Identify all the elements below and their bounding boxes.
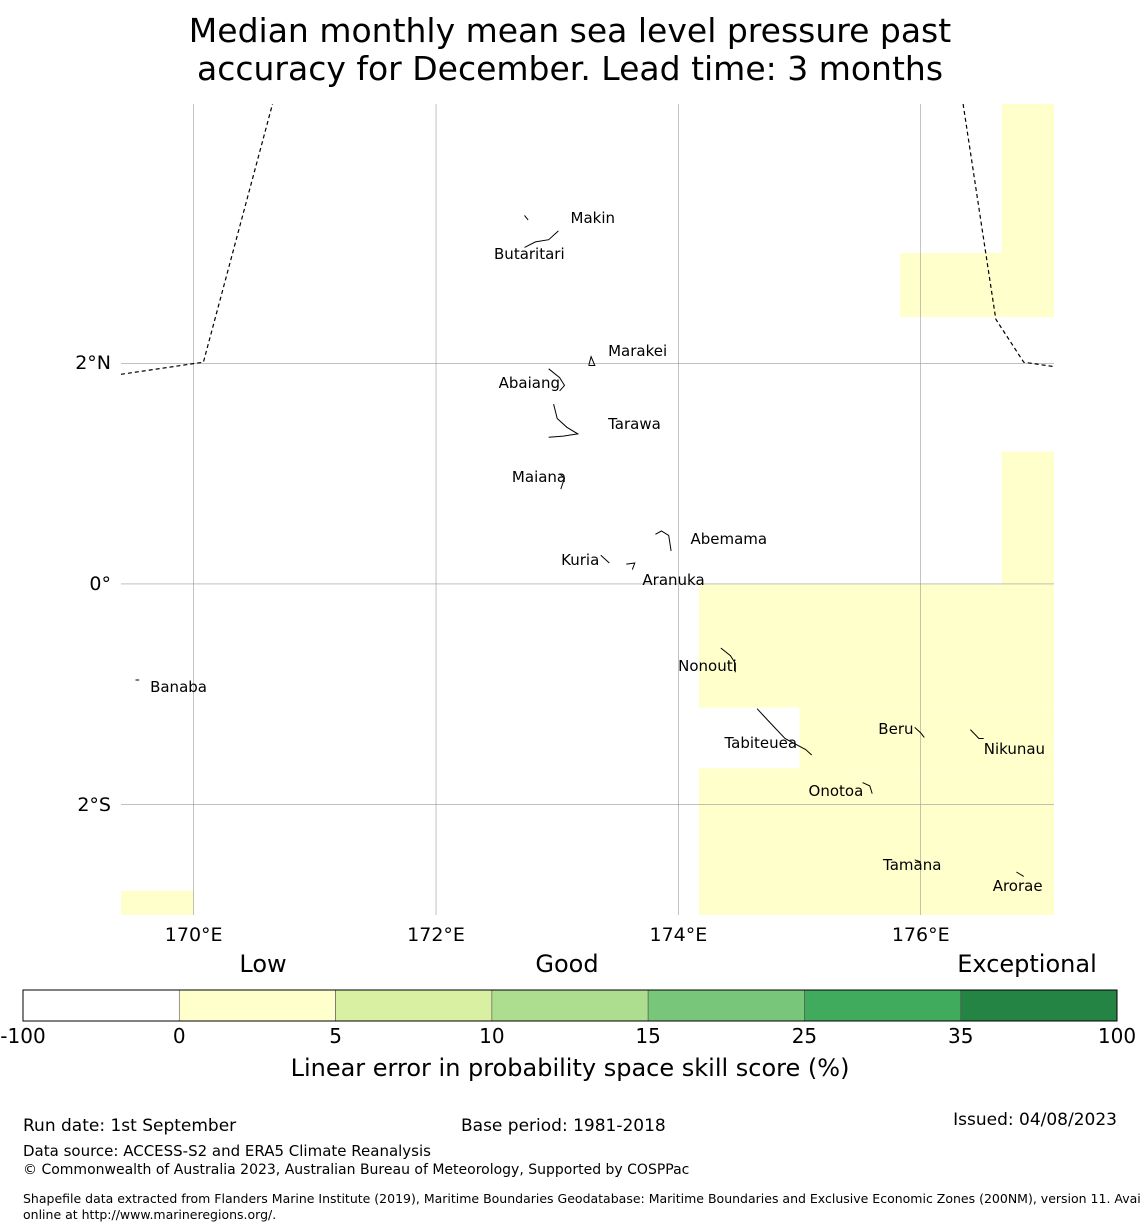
lat-tick-label: 0° [89, 572, 111, 595]
skill-cell [698, 583, 1054, 708]
skill-cell [799, 707, 1054, 769]
island-label-nikunau: Nikunau [983, 740, 1046, 759]
island-label-banaba: Banaba [150, 677, 207, 696]
eez-boundary-line [120, 103, 274, 375]
skill-cell [900, 252, 1002, 317]
island-label-butaritari: Butaritari [494, 245, 565, 264]
colorbar-tick-label: 0 [172, 1024, 186, 1048]
colorbar-tick-label: -100 [0, 1024, 46, 1048]
colorbar-segment [335, 989, 493, 1022]
skill-map [22, 103, 1118, 1022]
colorbar [22, 989, 1118, 1022]
skill-cell [121, 890, 194, 915]
island-makin-outline [524, 215, 529, 221]
run-date: Run date: 1st September [23, 1116, 237, 1136]
island-onotoa-outline [862, 782, 873, 794]
colorbar-segment [22, 989, 180, 1022]
shapefile-line-1: Shapefile data extracted from Flanders M… [23, 1191, 1140, 1206]
island-kuria-outline [600, 554, 610, 564]
island-beru-outline [914, 727, 925, 738]
island-label-marakei: Marakei [608, 342, 668, 361]
island-label-tarawa: Tarawa [608, 414, 661, 433]
island-tarawa-outline [548, 403, 580, 438]
colorbar-segment [804, 989, 962, 1022]
issued-date: Issued: 04/08/2023 [953, 1110, 1117, 1130]
island-label-beru: Beru [878, 719, 914, 738]
colorbar-tick-label: 15 [635, 1024, 661, 1048]
lon-tick-label: 174°E [649, 924, 708, 946]
map-title: Median monthly mean sea level pressure p… [0, 12, 1140, 88]
island-marakei-outline [588, 355, 596, 366]
colorbar-tick-label: 5 [329, 1024, 342, 1048]
colorbar-frame [22, 989, 1118, 1022]
colorbar-segment [647, 989, 805, 1022]
colorbar-segment [491, 989, 649, 1022]
island-aranuka-outline [626, 562, 636, 570]
island-label-kuria: Kuria [561, 550, 600, 569]
lat-tick-label: 2°N [75, 352, 111, 375]
lon-tick-label: 172°E [407, 924, 465, 946]
data-source: Data source: ACCESS-S2 and ERA5 Climate … [23, 1142, 431, 1160]
island-nonouti-outline [720, 647, 736, 673]
lat-tick-label: 2°S [77, 793, 111, 816]
island-label-makin: Makin [570, 208, 616, 227]
maritime-boundaries [120, 103, 1055, 375]
title-line-1: Median monthly mean sea level pressure p… [188, 11, 952, 50]
graticule [121, 104, 1054, 915]
island-outlines [135, 215, 1024, 877]
colorbar-tick-label: 100 [1097, 1024, 1137, 1048]
skill-cell [698, 768, 1054, 915]
skill-cell [1001, 451, 1054, 584]
category-low: Low [239, 950, 287, 978]
category-good: Good [535, 950, 599, 978]
island-nikunau-outline [970, 729, 984, 739]
skill-cells [121, 104, 1054, 915]
island-abaiang-outline [548, 368, 566, 392]
lon-tick-label: 170°E [164, 924, 223, 946]
island-label-maiana: Maiana [511, 467, 567, 486]
colorbar-tick-label: 35 [947, 1024, 974, 1048]
island-label-abaiang: Abaiang [498, 374, 561, 393]
base-period: Base period: 1981-2018 [461, 1116, 666, 1136]
island-butaritari-outline [524, 230, 559, 248]
island-label-nonouti: Nonouti [678, 656, 737, 675]
eez-boundary-line [962, 103, 1055, 368]
island-label-arorae: Arorae [992, 877, 1043, 896]
copyright: © Commonwealth of Australia 2023, Austra… [23, 1162, 690, 1178]
lon-tick-label: 176°E [891, 924, 950, 946]
skill-cell [1001, 104, 1054, 317]
colorbar-segment [178, 989, 336, 1022]
island-label-abemama: Abemama [690, 529, 768, 548]
island-label-tabiteuea: Tabiteuea [724, 733, 798, 752]
category-exceptional: Exceptional [957, 950, 1097, 978]
island-label-aranuka: Aranuka [642, 570, 705, 589]
island-abemama-outline [655, 530, 672, 551]
colorbar-segment [960, 989, 1118, 1022]
colorbar-axis-label: Linear error in probability space skill … [290, 1054, 850, 1082]
island-label-tamana: Tamana [883, 856, 942, 875]
colorbar-tick-label: 25 [791, 1024, 818, 1048]
island-tamana-outline [914, 859, 921, 863]
island-arorae-outline [1016, 871, 1024, 877]
colorbar-tick-label: 10 [479, 1024, 505, 1048]
island-label-onotoa: Onotoa [808, 782, 864, 801]
island-maiana-outline [559, 473, 566, 490]
title-line-2: accuracy for December. Lead time: 3 mont… [196, 49, 944, 88]
shapefile-line-2: online at http://www.marineregions.org/. [23, 1207, 277, 1222]
island-tabiteuea-outline [756, 708, 813, 756]
